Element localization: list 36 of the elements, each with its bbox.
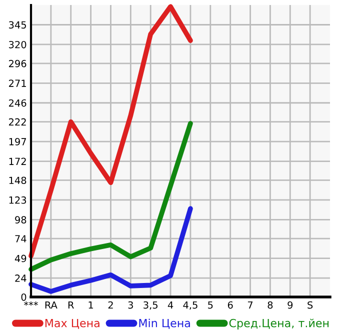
x-tick-label: 6 [228, 301, 233, 309]
y-tick-label: 123 [9, 196, 26, 204]
y-tick-label: 246 [8, 99, 26, 107]
x-tick-label: *** [24, 301, 38, 306]
y-tick-label: 345 [9, 21, 26, 29]
x-tick-label: 1 [88, 301, 93, 309]
legend-label: Сред.Цена, т.йен [229, 318, 329, 330]
x-tick-label: 7 [248, 301, 253, 309]
y-tick-label: 222 [8, 118, 26, 126]
x-tick-label: 4,5 [183, 301, 198, 310]
y-tick-label: 296 [8, 60, 26, 68]
x-tick-label: S [308, 301, 313, 309]
x-tick-label: 4 [168, 301, 174, 309]
line-series [28, 206, 193, 294]
y-tick-label: 49 [14, 254, 26, 262]
x-tick-label: 8 [268, 301, 273, 309]
y-tick-label: 172 [9, 158, 26, 165]
x-tick-label: 3,5 [144, 301, 158, 310]
x-tick-label: 3 [128, 301, 133, 309]
x-tick-label: 2 [108, 301, 113, 309]
x-tick-label: R [68, 301, 74, 309]
y-tick-label: 148 [9, 176, 26, 184]
line-series [28, 4, 193, 258]
x-tick-label: RA [45, 301, 58, 309]
line-series [28, 120, 193, 272]
y-tick-label: 197 [9, 138, 26, 146]
legend-label: Min Цена [139, 318, 190, 329]
y-tick-label: 320 [9, 40, 26, 48]
y-tick-label: 271 [8, 80, 26, 87]
x-tick-label: 9 [288, 301, 293, 309]
legend-label: Max Цена [45, 319, 100, 329]
x-tick-label: 5 [208, 301, 213, 309]
y-tick-label: 98 [15, 216, 26, 224]
y-tick-label: 24 [15, 274, 26, 282]
y-tick-label: 0 [21, 293, 26, 301]
y-tick-label: 74 [15, 235, 26, 242]
